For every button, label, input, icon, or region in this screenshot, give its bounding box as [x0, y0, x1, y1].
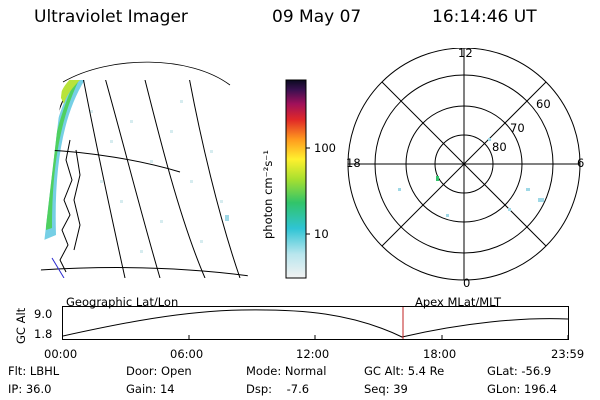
orbit-xtick-1800: 18:00: [423, 347, 457, 361]
lat-label-60: 60: [536, 97, 551, 111]
right-map-caption: Apex MLat/MLT: [415, 295, 502, 309]
geographic-image-map: [40, 61, 248, 278]
date-label: 09 May 07: [272, 7, 362, 27]
status-seq: Seq: 39: [364, 382, 408, 396]
status-gain: Gain: 14: [126, 382, 175, 396]
lat-label-70: 70: [510, 121, 525, 135]
colorbar-unit-label: photon cm⁻²s⁻¹: [261, 150, 275, 239]
colorbar-tick-100: 100: [314, 141, 336, 155]
orbit-xtick-0600: 06:00: [170, 347, 204, 361]
colorbar: [285, 79, 310, 279]
instrument-title: Ultraviolet Imager: [34, 7, 188, 27]
status-glat: GLat: -56.9: [487, 364, 552, 378]
orbit-xtick-0000: 00:00: [44, 347, 78, 361]
status-door: Door: Open: [126, 364, 192, 378]
status-gc-alt: GC Alt: 5.4 Re: [364, 364, 445, 378]
background-speckle: [90, 100, 229, 253]
status-ip: IP: 36.0: [8, 382, 52, 396]
status-dsp: Dsp: -7.6: [246, 382, 310, 396]
mlt-label-top: 12: [458, 46, 473, 60]
time-label: 16:14:46 UT: [432, 7, 537, 27]
orbit-ylabel: GC Alt: [14, 307, 28, 344]
orbit-altitude-plot: [62, 306, 569, 340]
mlt-label-left: 18: [346, 156, 361, 170]
orbit-xtick-1200: 12:00: [296, 347, 330, 361]
left-map-caption: Geographic Lat/Lon: [66, 295, 179, 309]
colorbar-tick-10: 10: [314, 227, 329, 241]
status-glon: GLon: 196.4: [487, 382, 557, 396]
mlt-label-right: 6: [577, 156, 585, 170]
orbit-xtick-2359: 23:59: [551, 347, 585, 361]
status-filter: Flt: LBHL: [8, 364, 60, 378]
lat-label-80: 80: [492, 140, 507, 154]
orbit-ytick-max: 9.0: [34, 307, 53, 321]
mlt-label-bottom: 0: [463, 276, 471, 290]
polar-mlat-mlt-plot: [347, 48, 581, 281]
orbit-ytick-min: 1.8: [34, 327, 53, 341]
status-mode: Mode: Normal: [246, 364, 327, 378]
polar-speckle: [398, 138, 544, 217]
